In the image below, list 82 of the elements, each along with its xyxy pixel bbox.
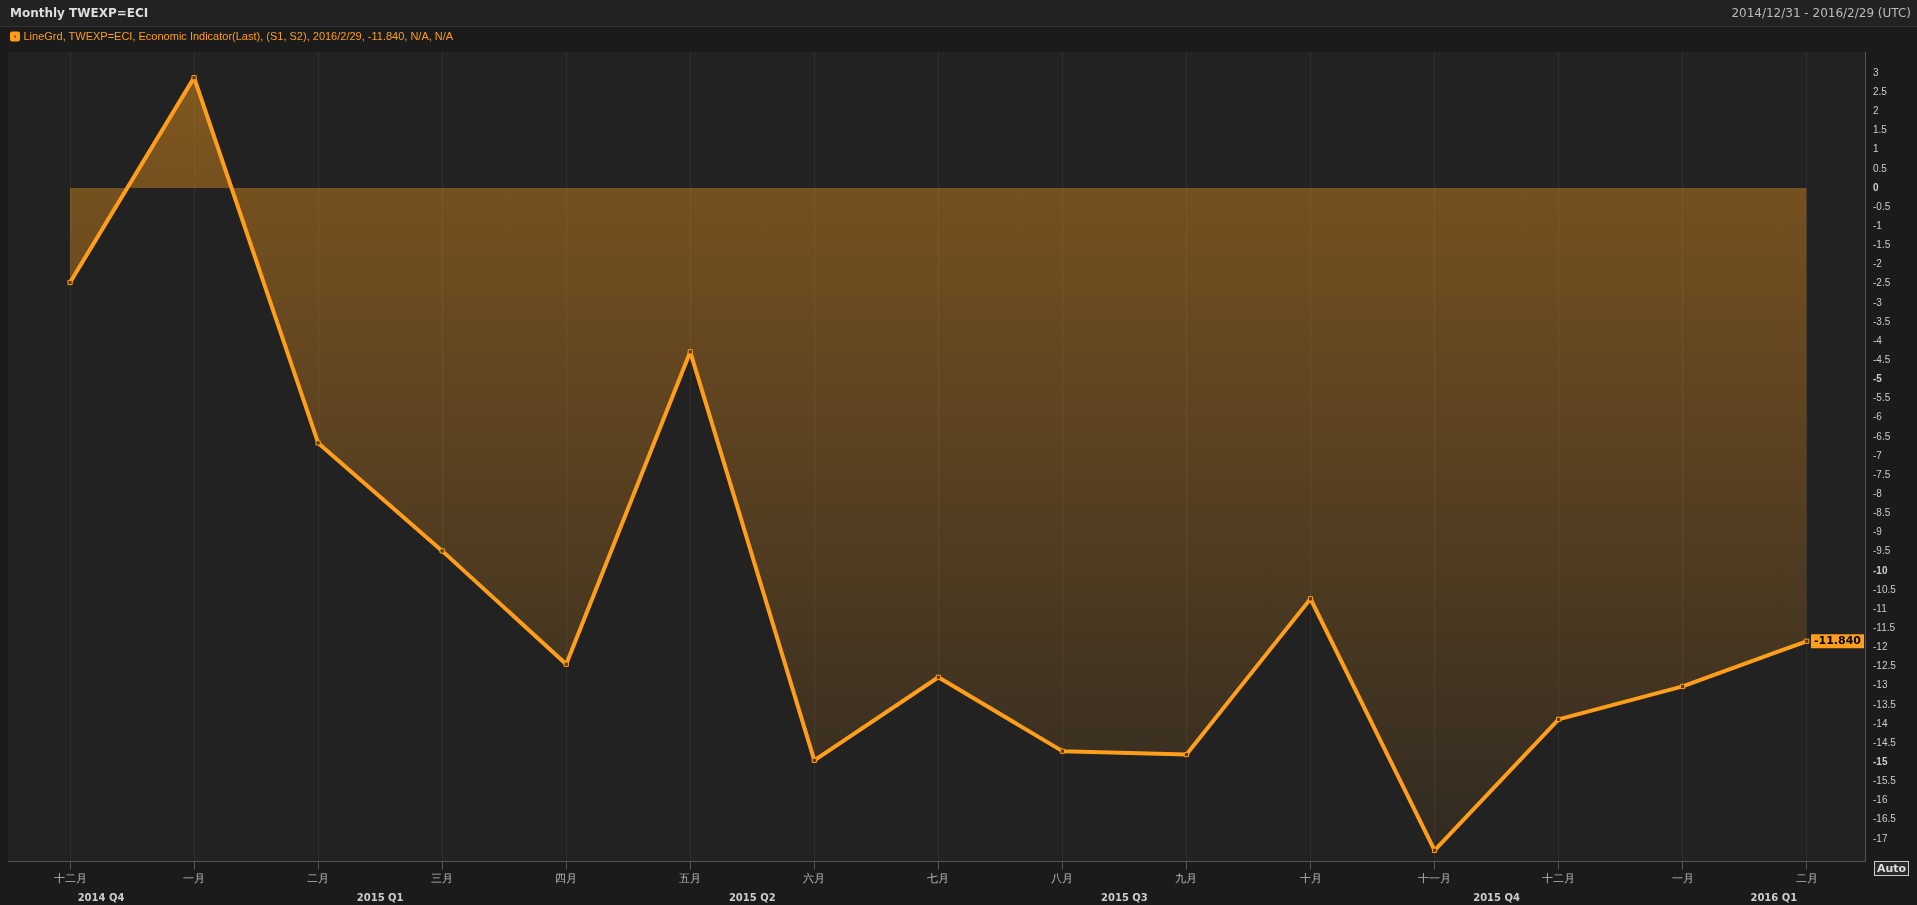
y-tick-label: -0.5 [1873,200,1891,212]
y-tick-label: -7.5 [1873,468,1891,480]
y-tick-label: -15.5 [1873,775,1897,787]
point [191,75,197,81]
y-tick-label: -1 [1873,219,1883,231]
y-tick-label: -10 [1873,564,1888,576]
text: 2015 Q1 [356,891,404,903]
y-tick-label: -7 [1873,449,1883,461]
y-tick-label: 2 [1873,105,1879,117]
y-tick-label: -11 [1873,602,1888,614]
x-tick-label: 一月 [1671,872,1694,885]
point [1183,751,1190,758]
y-tick-label: -6 [1873,411,1883,423]
y-tick-label: -14.5 [1873,736,1897,748]
y-tick-label: -17 [1873,832,1888,844]
x-tick-label: 十一月 [1418,872,1452,885]
x-tick-label: 十月 [1299,872,1322,885]
point [1804,638,1810,644]
point [811,757,817,763]
text: Auto [1874,861,1910,876]
y-tick-label: -4.5 [1873,353,1891,365]
point [1431,847,1438,853]
y-tick-label: -13.5 [1873,698,1897,710]
point [1680,683,1686,690]
y-tick-label: -12.5 [1873,660,1897,672]
y-tick-label: 1 [1873,143,1879,155]
y-tick-label: -2 [1873,258,1883,270]
y-tick-label: -8.5 [1873,507,1891,519]
point [315,440,321,446]
y-tick-label: -9.5 [1873,545,1891,557]
y-tick-label: -14 [1873,717,1888,729]
y-tick-label: -12 [1873,641,1888,653]
y-tick-label: -13 [1873,679,1888,691]
point [935,674,941,680]
y-tick-label: 2.5 [1873,85,1888,97]
y-tick-label: 1.5 [1873,124,1888,136]
y-tick-label: -8 [1873,487,1883,499]
text: 2016 Q1 [1750,891,1798,903]
y-tick-label: -4 [1873,334,1883,346]
y-tick-label: -2.5 [1873,277,1891,289]
y-tick-label: -5.5 [1873,392,1891,404]
x-tick-label: 五月 [679,872,702,885]
x-tick-label: 七月 [927,872,950,885]
x-tick-label: 九月 [1175,872,1198,885]
y-tick-label: -15 [1873,756,1888,767]
point [1307,596,1314,602]
y-tick-label: -11.5 [1873,621,1896,633]
x-tick-label: 十二月 [53,872,87,885]
point [563,661,569,667]
data-label: -11.840 [1813,634,1862,648]
x-tick-label: 三月 [431,872,454,885]
x-tick-label: 八月 [1051,872,1074,885]
chart-title: Monthly TWEXP=ECI [9,6,149,20]
y-tick-label: 3 [1873,66,1879,78]
legend-label: LineGrd, TWEXP=ECI, Economic Indicator(Last), (S1, S2), 2016/2/29, -11.840, N/A, N/A [23,29,454,42]
y-tick-label: -9 [1873,526,1883,538]
text: 2015 Q3 [1101,891,1148,903]
text: 2015 Q2 [728,891,776,903]
x-tick-label: 四月 [555,872,578,885]
y-tick-label: 0.5 [1873,162,1888,174]
x-tick-label: 二月 [1795,872,1818,885]
text: 2015 Q4 [1473,891,1520,903]
point [687,349,693,355]
x-tick-label: 十二月 [1542,872,1576,885]
point [1555,716,1562,722]
y-tick-label: -10.5 [1873,583,1897,595]
chart-subtitle: 2014/12/31 - 2016/2/29 (UTC) [1731,6,1912,20]
y-tick-label: -6.5 [1873,430,1891,442]
point [1059,748,1066,754]
x-tick-label: 二月 [307,872,330,885]
y-tick-label: -5 [1873,373,1883,385]
point [67,279,73,286]
y-tick-label: -16 [1873,794,1888,806]
x-tick-label: 六月 [803,872,826,885]
text: 2014 Q4 [77,891,125,903]
y-tick-label: -3.5 [1873,315,1891,327]
y-tick-label: -1.5 [1873,239,1891,251]
y-tick-label: -16.5 [1873,813,1897,825]
y-tick-label: -3 [1873,296,1883,308]
point [439,548,445,554]
x-tick-label: 一月 [183,872,206,885]
y-tick-label: 0 [1873,181,1879,193]
